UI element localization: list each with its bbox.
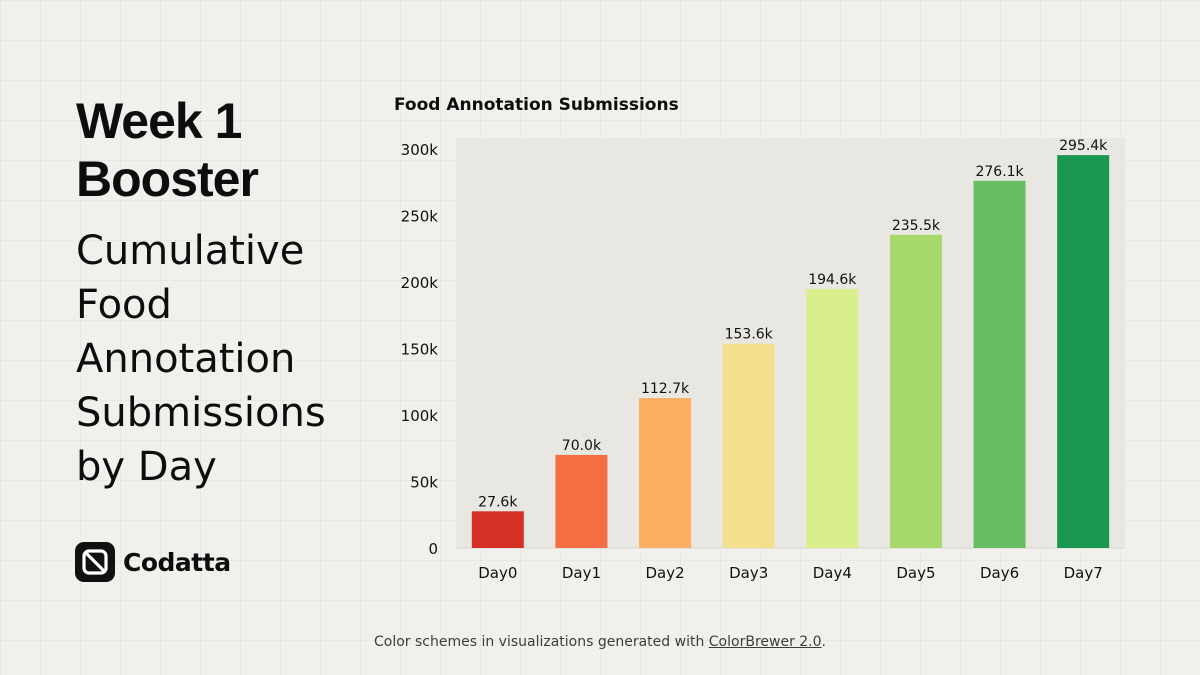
data-label: 27.6k bbox=[478, 494, 518, 510]
subheading-line-4: Submissions bbox=[76, 390, 326, 436]
data-label: 153.6k bbox=[725, 327, 774, 343]
y-tick-label: 200k bbox=[401, 274, 439, 292]
subheading-line-3: Annotation bbox=[76, 336, 296, 382]
bar bbox=[806, 289, 859, 548]
y-tick-label: 50k bbox=[410, 474, 438, 492]
chart-title: Food Annotation Submissions bbox=[394, 95, 679, 115]
x-tick-label: Day0 bbox=[478, 564, 517, 582]
codatta-logo-icon bbox=[75, 542, 115, 582]
data-label: 295.4k bbox=[1059, 138, 1108, 154]
y-tick-label: 150k bbox=[401, 341, 439, 359]
page-subheading: Cumulative Food Annotation Submissions b… bbox=[76, 224, 376, 494]
x-tick-label: Day6 bbox=[980, 564, 1019, 582]
bar bbox=[1057, 155, 1110, 549]
bar bbox=[471, 511, 524, 548]
subheading-line-1: Cumulative bbox=[76, 228, 305, 274]
x-tick-label: Day7 bbox=[1064, 564, 1103, 582]
x-tick-label: Day1 bbox=[562, 564, 601, 582]
page-heading: Week 1 Booster bbox=[76, 92, 376, 208]
footer-text: Color schemes in visualizations generate… bbox=[373, 634, 709, 650]
x-tick-label: Day4 bbox=[813, 564, 852, 582]
brand-name: Codatta bbox=[123, 547, 231, 577]
bar bbox=[889, 234, 942, 548]
x-tick-label: Day3 bbox=[729, 564, 768, 582]
heading-line-1: Week 1 bbox=[76, 93, 242, 149]
data-label: 276.1k bbox=[975, 164, 1024, 180]
footer-suffix: . bbox=[821, 634, 826, 650]
footer-note: Color schemes in visualizations generate… bbox=[0, 634, 1200, 650]
bar bbox=[555, 454, 608, 548]
data-label: 194.6k bbox=[808, 272, 857, 288]
x-tick-label: Day5 bbox=[896, 564, 935, 582]
data-label: 235.5k bbox=[892, 218, 941, 234]
heading-line-2: Booster bbox=[76, 151, 259, 207]
subheading-line-5: by Day bbox=[76, 444, 217, 490]
y-tick-label: 100k bbox=[401, 407, 439, 425]
brand-logo: Codatta bbox=[75, 542, 231, 582]
y-tick-label: 250k bbox=[401, 208, 439, 226]
y-tick-label: 0 bbox=[428, 540, 438, 558]
subheading-line-2: Food bbox=[76, 282, 172, 328]
bar bbox=[722, 343, 775, 548]
bar-chart: 0 50k 100k 150k 200k 250k 300k 27.6k Day0 70.0k Da… bbox=[401, 138, 1125, 582]
colorbrewer-link[interactable]: ColorBrewer 2.0 bbox=[708, 634, 822, 650]
x-tick-label: Day2 bbox=[645, 564, 684, 582]
data-label: 112.7k bbox=[641, 381, 690, 397]
bar bbox=[973, 180, 1026, 549]
y-tick-label: 300k bbox=[401, 141, 439, 159]
bar bbox=[639, 398, 692, 548]
data-label: 70.0k bbox=[562, 438, 602, 454]
